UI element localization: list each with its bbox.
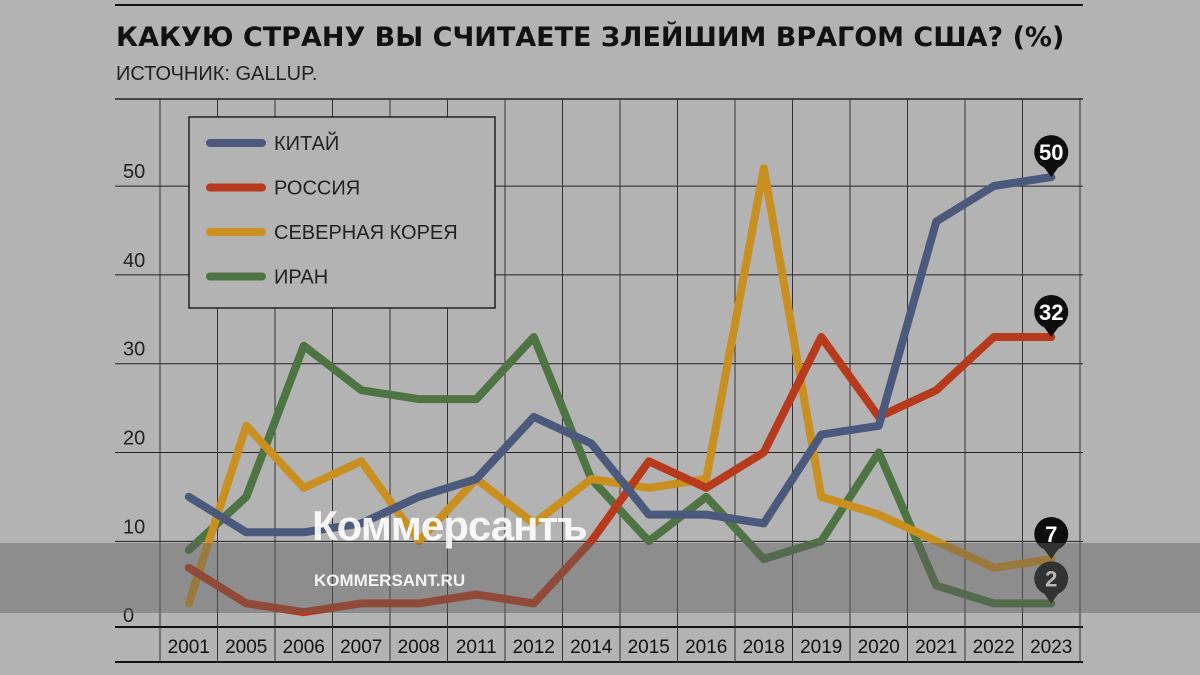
x-tick-label: 2016	[685, 637, 727, 658]
x-tick-label: 2018	[743, 637, 785, 658]
x-tick-label: 2006	[283, 637, 325, 658]
x-tick-label: 2005	[225, 637, 267, 658]
end-value-marker: 2	[1034, 561, 1069, 604]
y-tick-label: 0	[123, 605, 134, 627]
end-value-label: 2	[1045, 566, 1057, 591]
watermark-brand: Коммерсантъ	[312, 502, 587, 549]
x-tick-label: 2011	[456, 637, 497, 658]
chart-title: КАКУЮ СТРАНУ ВЫ СЧИТАЕТЕ ЗЛЕЙШИМ ВРАГОМ …	[116, 21, 1064, 53]
x-tick-label: 2020	[858, 637, 900, 658]
watermark-url: KOMMERSANT.RU	[314, 571, 465, 590]
legend-label: РОССИЯ	[274, 178, 360, 200]
watermark-band	[0, 543, 1200, 613]
legend: КИТАЙ РОССИЯ СЕВЕРНАЯ КОРЕЯ ИРАН	[188, 116, 496, 309]
y-tick-label: 50	[123, 161, 145, 183]
legend-label: СЕВЕРНАЯ КОРЕЯ	[274, 222, 458, 244]
x-tick-label: 2015	[628, 637, 670, 658]
series-lines	[184, 164, 1056, 617]
x-tick-label: 2021	[915, 637, 957, 658]
y-tick-label: 20	[123, 428, 145, 450]
series-line	[184, 173, 1056, 537]
chart-subtitle: ИСТОЧНИК: GALLUP.	[116, 63, 317, 85]
end-markers: 50 32 7 2	[1034, 135, 1069, 604]
end-value-label: 32	[1039, 300, 1063, 325]
y-tick-label: 40	[123, 250, 145, 272]
x-tick-label: 2012	[513, 637, 555, 658]
series-line	[184, 333, 1056, 617]
end-value-label: 50	[1039, 140, 1063, 165]
x-axis: 2001 2005 2006 2007 2008 2011 2012 2014 2015 2016…	[168, 637, 1073, 658]
series-line	[184, 333, 1056, 608]
x-tick-label: 2001	[168, 637, 210, 658]
end-value-marker: 32	[1034, 294, 1069, 337]
x-tick-label: 2007	[340, 637, 382, 658]
x-tick-label: 2008	[398, 637, 440, 658]
y-tick-label: 30	[123, 339, 145, 361]
end-value-marker: 7	[1034, 516, 1069, 559]
y-tick-label: 10	[123, 516, 145, 538]
watermark: Коммерсантъ KOMMERSANT.RU	[0, 502, 1200, 613]
legend-label: КИТАЙ	[274, 131, 339, 155]
x-tick-label: 2023	[1030, 637, 1072, 658]
x-tick-label: 2022	[973, 637, 1015, 658]
end-value-marker: 50	[1034, 135, 1069, 178]
y-axis: 0 10 20 30 40 50	[123, 161, 145, 627]
x-tick-label: 2014	[570, 637, 613, 658]
end-value-label: 7	[1045, 522, 1057, 547]
x-tick-label: 2019	[800, 637, 842, 658]
legend-label: ИРАН	[274, 267, 328, 289]
